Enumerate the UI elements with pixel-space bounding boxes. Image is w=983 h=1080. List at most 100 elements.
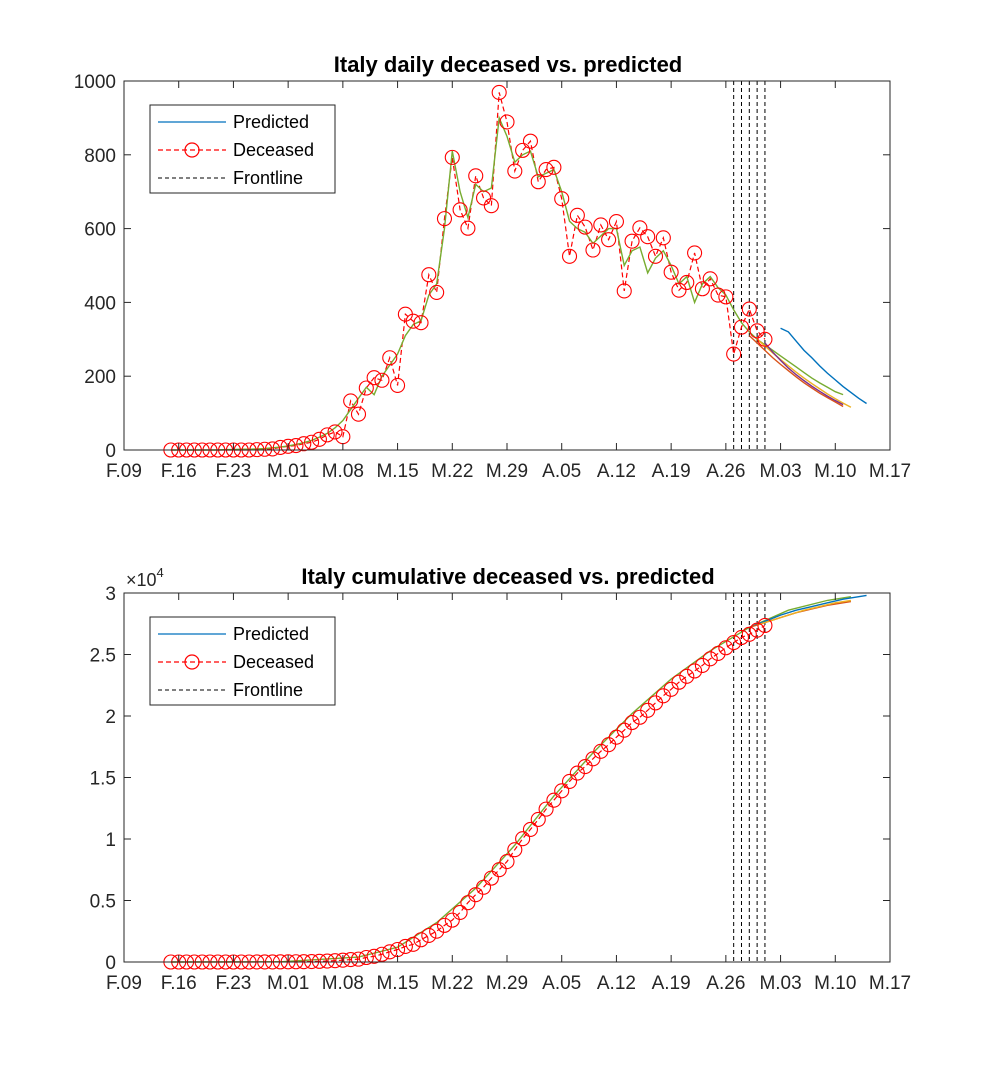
- deceased-point: [319, 953, 335, 969]
- deceased-point: [335, 952, 351, 968]
- legend-predicted-label: Predicted: [233, 624, 309, 644]
- predicted-series-line: [780, 327, 867, 405]
- deceased-point: [499, 114, 515, 130]
- x-tick-label: A.26: [706, 461, 745, 482]
- y-tick-label: 800: [84, 146, 116, 167]
- x-tick-label: M.22: [431, 461, 473, 482]
- legend: Predicted Deceased Frontline: [149, 104, 336, 194]
- deceased-point: [663, 264, 679, 280]
- deceased-point: [444, 149, 460, 165]
- x-tick-label: M.01: [267, 973, 309, 994]
- x-tick-label: A.19: [652, 973, 691, 994]
- deceased-point: [483, 198, 499, 214]
- deceased-point: [679, 274, 695, 291]
- deceased-point: [280, 438, 296, 454]
- y-axis: 0 200 400 600 800 1000: [74, 72, 890, 462]
- deceased-point: [655, 230, 671, 246]
- y-tick-label: 1: [105, 830, 116, 851]
- legend-frontline-label: Frontline: [233, 680, 303, 700]
- deceased-point: [444, 912, 460, 928]
- predicted-series-line: [748, 335, 844, 408]
- x-tick-label: M.01: [267, 461, 309, 482]
- x-tick-label: A.12: [597, 973, 636, 994]
- y-tick-label: 2: [105, 707, 116, 728]
- deceased-point: [491, 862, 507, 878]
- legend: Predicted Deceased Frontline: [149, 616, 336, 706]
- deceased-point: [561, 248, 578, 264]
- deceased-point: [421, 267, 437, 283]
- deceased-point: [491, 84, 507, 100]
- deceased-point: [733, 319, 750, 335]
- deceased-point: [554, 191, 570, 207]
- deceased-point: [507, 842, 523, 858]
- deceased-point: [350, 951, 367, 967]
- deceased-point: [507, 163, 523, 179]
- cumulative-deceased-chart: Italy cumulative deceased vs. predicted …: [90, 564, 912, 994]
- deceased-point: [687, 245, 703, 261]
- deceased-point: [632, 220, 648, 236]
- deceased-point: [577, 759, 593, 775]
- y-tick-label: 400: [84, 293, 116, 314]
- deceased-point: [577, 219, 593, 235]
- deceased-point: [476, 879, 492, 895]
- predicted-series-line: [749, 594, 867, 629]
- deceased-point: [538, 162, 554, 178]
- predicted-series-line: [764, 342, 844, 406]
- deceased-point: [522, 821, 538, 837]
- deceased-point: [515, 142, 531, 158]
- deceased-point: [718, 640, 734, 656]
- deceased-point: [382, 350, 398, 366]
- x-tick-label: M.29: [486, 973, 528, 994]
- deceased-point: [640, 229, 656, 245]
- predicted-series-line: [170, 115, 844, 451]
- x-tick-label: A.19: [652, 461, 691, 482]
- deceased-point: [405, 313, 421, 329]
- y-tick-label: 2.5: [90, 646, 116, 667]
- deceased-point: [616, 722, 632, 738]
- deceased-point: [311, 431, 327, 447]
- deceased-point: [327, 424, 343, 440]
- deceased-point: [436, 211, 453, 227]
- deceased-point: [515, 831, 531, 847]
- deceased-point: [374, 946, 390, 962]
- deceased-point: [288, 438, 304, 454]
- deceased-point: [538, 801, 554, 817]
- deceased-point: [710, 645, 726, 662]
- predicted-series-line: [170, 595, 852, 963]
- deceased-point: [687, 663, 703, 679]
- deceased-point: [358, 949, 374, 966]
- x-tick-label: M.03: [759, 461, 801, 482]
- deceased-point: [546, 792, 562, 808]
- x-tick-label: F.23: [215, 973, 251, 994]
- deceased-point: [569, 207, 585, 223]
- legend-deceased-marker: [184, 142, 200, 158]
- deceased-point: [608, 214, 624, 230]
- deceased-point: [741, 626, 757, 642]
- deceased-point: [311, 953, 327, 969]
- y-multiplier: ×104: [126, 565, 164, 590]
- deceased-point: [530, 174, 546, 190]
- x-tick-label: A.26: [706, 973, 745, 994]
- x-tick-label: F.16: [161, 973, 197, 994]
- x-tick-label: M.03: [759, 973, 801, 994]
- legend-deceased-marker: [184, 654, 200, 670]
- deceased-point: [460, 895, 476, 911]
- daily-deceased-chart: Italy daily deceased vs. predicted 0 200 4…: [74, 52, 911, 482]
- x-axis: F.09 F.16 F.23 M.01 M.08 M.15 M.22 M.29 A.05 A.12…: [106, 593, 911, 994]
- deceased-point: [522, 133, 538, 149]
- deceased-point: [452, 904, 468, 920]
- deceased-point: [319, 427, 335, 443]
- x-tick-label: F.16: [161, 461, 197, 482]
- deceased-point: [397, 938, 413, 954]
- x-tick-label: M.10: [814, 461, 856, 482]
- deceased-point: [647, 248, 664, 264]
- deceased-point: [694, 281, 710, 297]
- x-tick-label: F.09: [106, 973, 142, 994]
- y-multiplier-base: ×10: [126, 570, 157, 590]
- deceased-point: [436, 917, 453, 933]
- y-tick-label: 1.5: [90, 769, 116, 790]
- y-axis: 0 0.5 1 1.5 2 2.5 3: [90, 584, 890, 974]
- x-tick-label: F.23: [215, 461, 251, 482]
- x-tick-label: M.29: [486, 461, 528, 482]
- y-tick-label: 600: [84, 220, 116, 241]
